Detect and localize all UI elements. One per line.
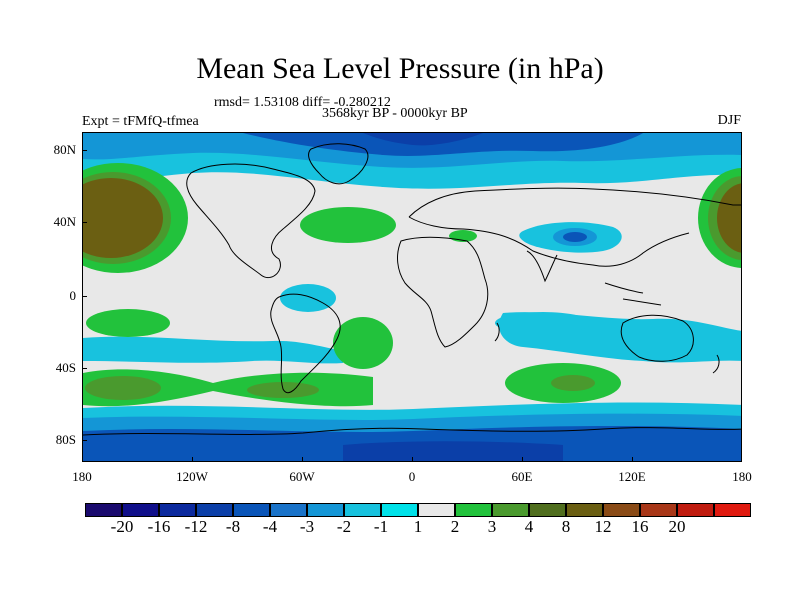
lat-tick-1 xyxy=(82,222,87,223)
ssouth-band-west xyxy=(83,336,343,364)
colorbar-label-9: 2 xyxy=(450,517,460,536)
lon-tick-5 xyxy=(632,457,633,462)
lon-tick-4 xyxy=(522,457,523,462)
pressure-map xyxy=(82,132,742,462)
pressure-map-svg xyxy=(83,133,741,461)
lon-label-2: 60W xyxy=(289,469,315,484)
coastline-africa xyxy=(397,236,489,348)
colorbar-label-14: 16 xyxy=(631,517,649,536)
coastline-madagascar xyxy=(494,322,500,342)
colorbar-label-13: 12 xyxy=(594,517,612,536)
lon-label-4: 60E xyxy=(511,469,533,484)
lon-label-5: 120E xyxy=(618,469,646,484)
map-title: Mean Sea Level Pressure (in hPa) xyxy=(196,52,604,85)
season-label: DJF xyxy=(717,113,741,128)
colorbar-swatch-11 xyxy=(492,503,529,517)
experiment-label: Expt = tFMfQ-tfmea xyxy=(82,114,199,129)
lon-tick-2 xyxy=(302,457,303,462)
colorbar-label-1: -16 xyxy=(147,517,171,536)
spacific-anomaly-green xyxy=(86,309,170,337)
colorbar-label-8: 1 xyxy=(413,517,423,536)
colorbar-swatch-5 xyxy=(270,503,307,517)
period-text: 3568kyr BP - 0000kyr BP xyxy=(322,106,468,121)
colorbar-label-7: -1 xyxy=(373,517,389,536)
colorbar-swatch-9 xyxy=(418,503,455,517)
colorbar-swatch-6 xyxy=(307,503,344,517)
lat-label-3: 40S xyxy=(55,360,76,375)
satlantic-anomaly-green xyxy=(333,317,393,369)
arctic-anomaly-core xyxy=(363,133,483,146)
southern-ocean-west-olive xyxy=(85,376,161,400)
colorbar-swatch-12 xyxy=(529,503,566,517)
coastline-eurasia xyxy=(408,187,741,267)
colorbar-label-4: -4 xyxy=(262,517,278,536)
lon-tick-0 xyxy=(82,457,83,462)
colorbar-swatch-3 xyxy=(196,503,233,517)
npacific-wrap-brown xyxy=(717,183,741,253)
lon-label-6: 180 xyxy=(732,469,752,484)
lat-tick-4 xyxy=(82,440,87,441)
colorbar-label-10: 3 xyxy=(487,517,497,536)
natlantic-anomaly xyxy=(300,207,396,243)
colorbar-swatch-14 xyxy=(603,503,640,517)
lat-label-4: 80S xyxy=(55,432,76,447)
tropical-atlantic-anomaly xyxy=(280,284,336,312)
colorbar-swatch-2 xyxy=(159,503,196,517)
lat-label-0: 80N xyxy=(53,142,76,157)
coastline-australia xyxy=(620,314,694,362)
colorbar-label-2: -12 xyxy=(184,517,208,536)
coastline-greenland xyxy=(308,143,369,185)
lon-tick-1 xyxy=(192,457,193,462)
arctic-anomaly-dark xyxy=(243,133,643,156)
colorbar-label-5: -3 xyxy=(299,517,315,536)
colorbar-label-12: 8 xyxy=(561,517,571,536)
lon-tick-6 xyxy=(741,457,742,462)
colorbar-swatch-4 xyxy=(233,503,270,517)
coastline-antarctica xyxy=(83,427,741,436)
colorbar-label-0: -20 xyxy=(110,517,134,536)
colorbar-swatch-10 xyxy=(455,503,492,517)
coastline-new-zealand xyxy=(712,354,720,374)
colorbar-swatch-13 xyxy=(566,503,603,517)
colorbar-swatch-1 xyxy=(122,503,159,517)
coastline-south-america xyxy=(270,293,341,394)
antarctic-anomaly-core xyxy=(343,441,563,461)
lon-tick-3 xyxy=(412,457,413,462)
colorbar-swatch-15 xyxy=(640,503,677,517)
npacific-anomaly-brown xyxy=(83,178,163,258)
sindian-anomaly xyxy=(495,312,591,334)
lon-label-0: 180 xyxy=(72,469,92,484)
coastlines xyxy=(83,143,741,436)
lat-label-2: 0 xyxy=(69,288,77,303)
colorbar-swatch-17 xyxy=(714,503,751,517)
colorbar-swatch-16 xyxy=(677,503,714,517)
stats-text: rmsd= 1.53108 diff= -0.280212 xyxy=(214,95,391,110)
asia-anomaly-dark xyxy=(563,232,587,242)
lat-tick-2 xyxy=(82,296,87,297)
colorbar-label-11: 4 xyxy=(524,517,534,536)
lon-label-3: 0 xyxy=(408,469,416,484)
coastline-north-america xyxy=(186,163,316,279)
lat-label-1: 40N xyxy=(53,214,76,229)
lat-tick-0 xyxy=(82,150,87,151)
colorbar-swatch-7 xyxy=(344,503,381,517)
colorbar-label-3: -8 xyxy=(225,517,241,536)
colorbar-label-6: -2 xyxy=(336,517,352,536)
lat-tick-3 xyxy=(82,368,87,369)
colorbar-swatch-8 xyxy=(381,503,418,517)
lon-label-1: 120W xyxy=(176,469,208,484)
colorbar-swatch-0 xyxy=(85,503,122,517)
colorbar-label-15: 20 xyxy=(668,517,686,536)
southern-ocean-belt-west xyxy=(83,369,373,407)
southern-ocean-east-olive xyxy=(551,375,595,391)
coastline-india xyxy=(526,250,558,283)
coastline-indonesia xyxy=(604,282,662,306)
